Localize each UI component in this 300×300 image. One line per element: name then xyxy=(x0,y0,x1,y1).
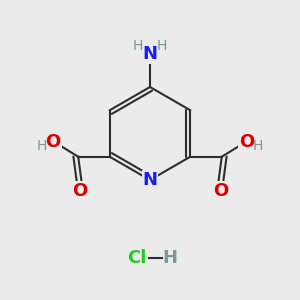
Text: O: O xyxy=(213,182,228,200)
Text: O: O xyxy=(45,133,61,151)
Text: O: O xyxy=(72,182,87,200)
Text: H: H xyxy=(133,40,143,53)
Text: H: H xyxy=(157,40,167,53)
Text: O: O xyxy=(239,133,255,151)
Text: Cl: Cl xyxy=(127,249,146,267)
Text: N: N xyxy=(142,171,158,189)
Text: H: H xyxy=(162,249,177,267)
Text: N: N xyxy=(142,45,158,63)
Text: H: H xyxy=(253,139,263,153)
Text: H: H xyxy=(37,139,47,153)
